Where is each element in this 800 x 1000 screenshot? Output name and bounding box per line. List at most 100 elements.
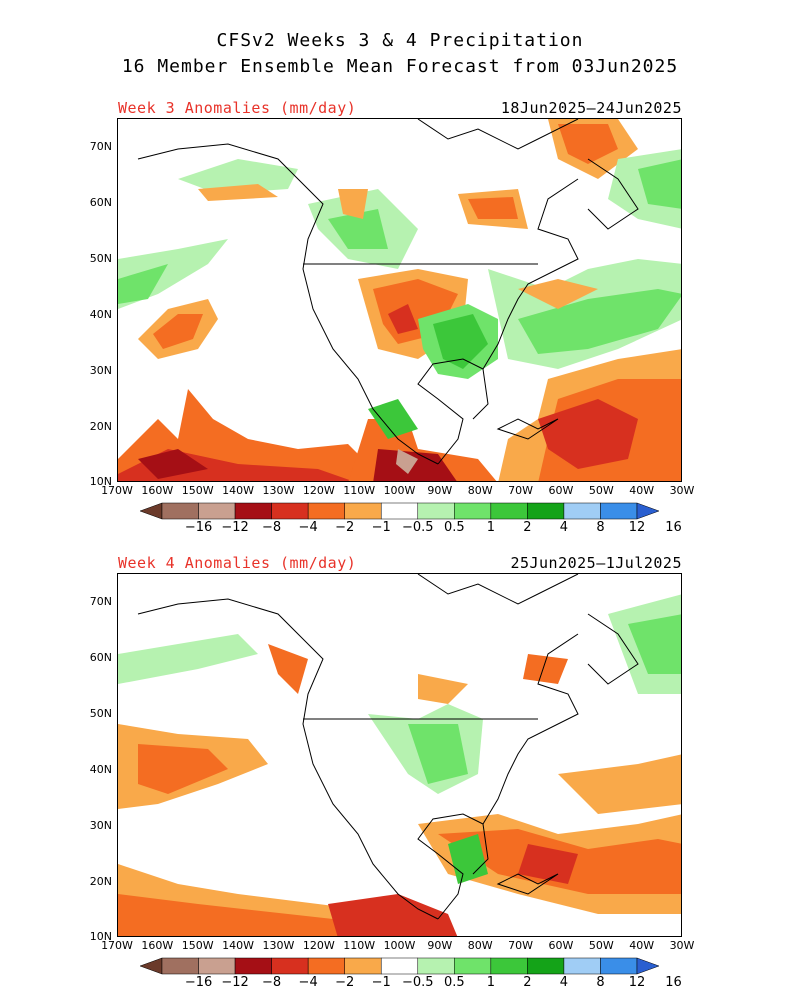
colorbar-swatch — [344, 502, 382, 520]
colorbar-swatch — [234, 957, 272, 975]
colorbar-tick-label: −2 — [335, 520, 355, 535]
lat-tick-label: 20N — [89, 875, 112, 888]
colorbar-low-arrow — [139, 502, 163, 520]
panel2-label: Week 4 Anomalies (mm/day) — [118, 554, 357, 572]
colorbar-tick-label: −4 — [298, 975, 318, 990]
lon-tick-label: 40W — [629, 484, 655, 497]
colorbar-swatch — [490, 502, 528, 520]
week3-map-canvas — [118, 119, 681, 481]
lon-tick-label: 50W — [588, 939, 614, 952]
colorbar-swatch — [234, 502, 272, 520]
lon-tick-label: 170W — [101, 939, 133, 952]
colorbar-swatch — [417, 957, 455, 975]
lon-tick-label: 160W — [141, 939, 174, 952]
colorbar-tick-label: −0.5 — [401, 975, 434, 990]
colorbar-swatch — [563, 957, 601, 975]
colorbar-tick-label: 12 — [628, 520, 646, 535]
colorbar-swatch — [380, 502, 419, 520]
lat-tick-label: 30N — [89, 364, 112, 377]
lat-tick-label: 60N — [89, 651, 112, 664]
lon-tick-label: 140W — [222, 484, 254, 497]
colorbar-swatch — [344, 957, 382, 975]
chart-title-line2: 16 Member Ensemble Mean Forecast from 03… — [121, 56, 679, 77]
lon-tick-label: 80W — [467, 939, 493, 952]
colorbar-swatch — [198, 502, 236, 520]
week3-coastlines — [137, 119, 639, 465]
colorbar-swatch — [307, 957, 345, 975]
lon-tick-label: 40W — [629, 939, 655, 952]
lon-tick-label: 70W — [508, 484, 533, 497]
lat-tick-label: 40N — [89, 308, 112, 321]
lon-tick-label: 130W — [262, 939, 295, 952]
lon-tick-label: 90W — [427, 939, 453, 952]
colorbar-swatch — [563, 502, 601, 520]
lon-tick-label: 80W — [467, 484, 493, 497]
colorbar-tick-label: 0.5 — [443, 520, 465, 535]
colorbar-tick-label: −8 — [262, 520, 282, 535]
lat-tick-label: 40N — [89, 763, 112, 776]
colorbar-tick-label: 2 — [523, 975, 532, 990]
colorbar-swatch — [527, 957, 565, 975]
colorbar-tick-label: 4 — [559, 975, 569, 990]
lon-tick-label: 100W — [383, 484, 416, 497]
panel2-dates: 25Jun2025–1Jul2025 — [510, 554, 682, 572]
colorbar-swatch — [380, 957, 419, 975]
lon-tick-label: 60W — [548, 484, 574, 497]
lon-tick-label: 150W — [181, 484, 214, 497]
lat-tick-label: 30N — [89, 819, 112, 832]
colorbar-tick-label: −8 — [262, 975, 282, 990]
colorbar-tick-label: −1 — [371, 520, 391, 535]
lon-tick-label: 110W — [343, 484, 376, 497]
lon-tick-label: 120W — [302, 939, 335, 952]
week3-colorbar — [139, 502, 660, 524]
colorbar-tick-label: 4 — [559, 520, 569, 535]
colorbar-tick-label: 2 — [523, 520, 532, 535]
lon-tick-label: 130W — [262, 484, 295, 497]
week4-colorbar — [139, 957, 660, 979]
lon-tick-label: 120W — [302, 484, 335, 497]
lon-tick-label: 100W — [383, 939, 416, 952]
colorbar-tick-label: 1 — [486, 975, 495, 990]
lon-tick-label: 110W — [343, 939, 376, 952]
lon-tick-label: 50W — [588, 484, 614, 497]
lon-tick-label: 60W — [548, 939, 574, 952]
week4-anomaly-fields — [118, 594, 681, 936]
lon-tick-label: 140W — [222, 939, 254, 952]
colorbar-tick-label: 8 — [596, 520, 605, 535]
chart-title-line1: CFSv2 Weeks 3 & 4 Precipitation — [216, 30, 584, 51]
colorbar-tick-label: −16 — [184, 520, 213, 535]
week3-map — [117, 118, 682, 482]
lon-tick-label: 30W — [669, 939, 695, 952]
colorbar-tick-label: −12 — [221, 975, 249, 990]
colorbar-swatch — [198, 957, 236, 975]
panel1-dates: 18Jun2025–24Jun2025 — [500, 99, 682, 117]
colorbar-swatch — [600, 502, 638, 520]
week3-anomaly-fields — [118, 119, 681, 481]
colorbar-low-arrow — [139, 957, 163, 975]
colorbar-swatch — [490, 957, 528, 975]
colorbar-tick-label: −0.5 — [401, 520, 434, 535]
lat-tick-label: 70N — [89, 595, 112, 608]
week4-map-canvas — [118, 574, 681, 936]
lat-tick-label: 50N — [89, 252, 112, 265]
colorbar-tick-label: −16 — [184, 975, 213, 990]
colorbar-swatch — [161, 502, 199, 520]
lon-tick-label: 170W — [101, 484, 133, 497]
colorbar-swatch — [417, 502, 455, 520]
lat-tick-label: 10N — [89, 930, 112, 943]
lat-tick-label: 20N — [89, 420, 112, 433]
lon-tick-label: 90W — [427, 484, 453, 497]
colorbar-tick-label: −2 — [335, 975, 355, 990]
colorbar-tick-label: 8 — [596, 975, 605, 990]
colorbar-swatch — [271, 957, 309, 975]
colorbar-swatch — [161, 957, 199, 975]
colorbar-tick-label: 12 — [628, 975, 646, 990]
panel1-label: Week 3 Anomalies (mm/day) — [118, 99, 357, 117]
colorbar-high-arrow — [636, 957, 660, 975]
colorbar-swatch — [271, 502, 309, 520]
colorbar-tick-label: 16 — [665, 975, 682, 990]
colorbar-swatch — [600, 957, 638, 975]
colorbar-swatch — [527, 502, 565, 520]
colorbar-tick-label: 16 — [665, 520, 682, 535]
colorbar-swatch — [454, 957, 492, 975]
